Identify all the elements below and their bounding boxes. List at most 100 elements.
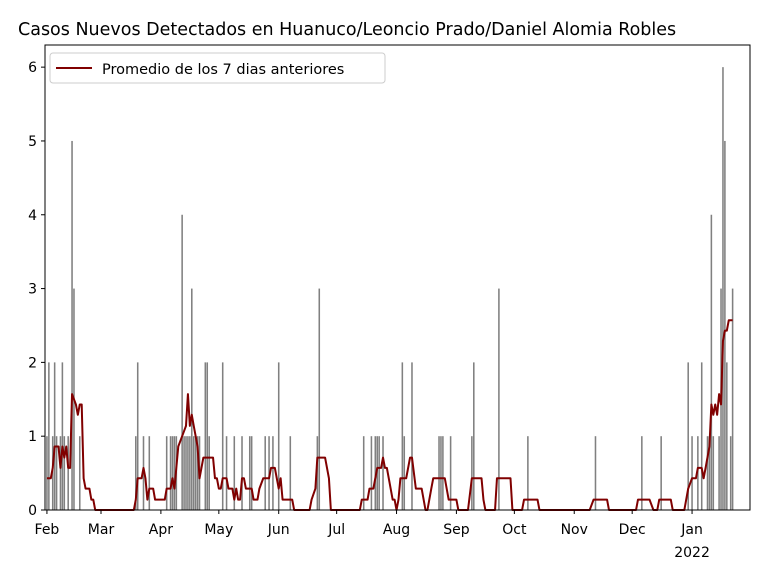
bar xyxy=(726,362,728,510)
x-tick-label: Jul xyxy=(327,522,345,538)
y-tick-label: 6 xyxy=(28,60,37,76)
bars-layer xyxy=(46,67,734,510)
y-tick-label: 3 xyxy=(28,282,37,298)
x-tick-label: Feb xyxy=(35,522,60,538)
bar xyxy=(691,436,693,510)
bar xyxy=(442,436,444,510)
bar xyxy=(724,140,726,510)
bar xyxy=(53,362,56,510)
legend: Promedio de los 7 dias anteriores xyxy=(49,52,386,84)
bar xyxy=(712,436,715,510)
bar xyxy=(59,436,62,510)
bar xyxy=(318,288,321,510)
y-tick-label: 1 xyxy=(28,429,37,445)
chart-title: Casos Nuevos Detectados en Huanuco/Leonc… xyxy=(18,20,676,40)
bar xyxy=(362,436,365,510)
bar xyxy=(272,436,274,510)
bar xyxy=(169,436,172,510)
x-tick-label: Oct xyxy=(502,522,527,538)
bar xyxy=(67,436,69,510)
bar xyxy=(208,436,210,510)
x-tick-label: Sep xyxy=(443,522,470,538)
average-line xyxy=(46,319,733,511)
bar xyxy=(264,436,266,510)
x-tick-label: Dec xyxy=(619,522,646,538)
bar xyxy=(471,436,473,510)
bar xyxy=(221,362,224,510)
bar xyxy=(185,436,187,510)
bar xyxy=(173,436,176,510)
bar xyxy=(401,362,404,510)
bar xyxy=(192,436,195,510)
bar xyxy=(187,436,189,510)
bar xyxy=(718,436,720,510)
bar xyxy=(403,436,406,510)
x-tick-label: Mar xyxy=(88,522,115,538)
bar xyxy=(449,436,452,510)
bar xyxy=(55,436,58,510)
bar xyxy=(378,436,380,510)
bar xyxy=(61,362,64,510)
bar xyxy=(708,436,711,510)
x-tick-label: Nov xyxy=(561,522,588,538)
bar xyxy=(729,436,732,510)
y-tick-label: 5 xyxy=(28,134,37,150)
bar xyxy=(181,214,183,510)
bar xyxy=(700,362,703,510)
plot-frame xyxy=(44,44,751,511)
bar xyxy=(250,436,253,510)
y-tick-label: 2 xyxy=(28,355,37,371)
bar xyxy=(289,436,292,510)
legend-box xyxy=(49,52,386,84)
bar xyxy=(204,362,207,510)
x-tick-label: Jun xyxy=(267,522,290,538)
x-year-label: 2022 xyxy=(674,545,710,561)
bar xyxy=(206,362,209,510)
x-tick-label: Jan xyxy=(680,522,703,538)
line-layer xyxy=(46,319,733,511)
bar xyxy=(438,436,440,510)
bar xyxy=(194,436,197,510)
bar xyxy=(660,436,662,510)
bar xyxy=(148,436,151,510)
x-tick-label: Aug xyxy=(383,522,410,538)
bar xyxy=(165,436,168,510)
bar xyxy=(48,362,50,510)
bar xyxy=(233,436,236,510)
bar xyxy=(135,436,137,510)
bar xyxy=(277,362,280,510)
bar xyxy=(78,436,81,510)
bar xyxy=(382,436,384,510)
bar xyxy=(706,436,709,510)
bar xyxy=(225,436,228,510)
bar xyxy=(411,362,413,510)
bar xyxy=(527,436,529,510)
y-tick-label: 4 xyxy=(28,208,37,224)
bar xyxy=(473,362,475,510)
bar xyxy=(710,214,713,510)
x-tick-label: Apr xyxy=(149,522,173,538)
bar xyxy=(498,288,500,510)
bar xyxy=(722,67,724,510)
axes-layer: 0 1 2 3 4 5 6 Feb Mar Apr May Jun Jul Aug Sep Oct Nov Dec… xyxy=(28,44,751,561)
bar xyxy=(171,436,174,510)
legend-label: Promedio de los 7 dias anteriores xyxy=(102,62,344,78)
bar xyxy=(731,288,734,510)
bar xyxy=(183,436,185,510)
bar xyxy=(136,362,139,510)
bar xyxy=(196,436,199,510)
bar xyxy=(46,436,48,510)
bar xyxy=(71,140,73,510)
y-tick-label: 0 xyxy=(28,503,37,519)
bar xyxy=(248,436,251,510)
bar xyxy=(687,362,689,510)
bar xyxy=(440,436,442,510)
bar xyxy=(370,436,373,510)
bar xyxy=(594,436,597,510)
bar xyxy=(63,436,66,510)
bar xyxy=(189,436,191,510)
bar xyxy=(241,436,243,510)
x-tick-label: May xyxy=(204,522,233,538)
bar xyxy=(641,436,643,510)
